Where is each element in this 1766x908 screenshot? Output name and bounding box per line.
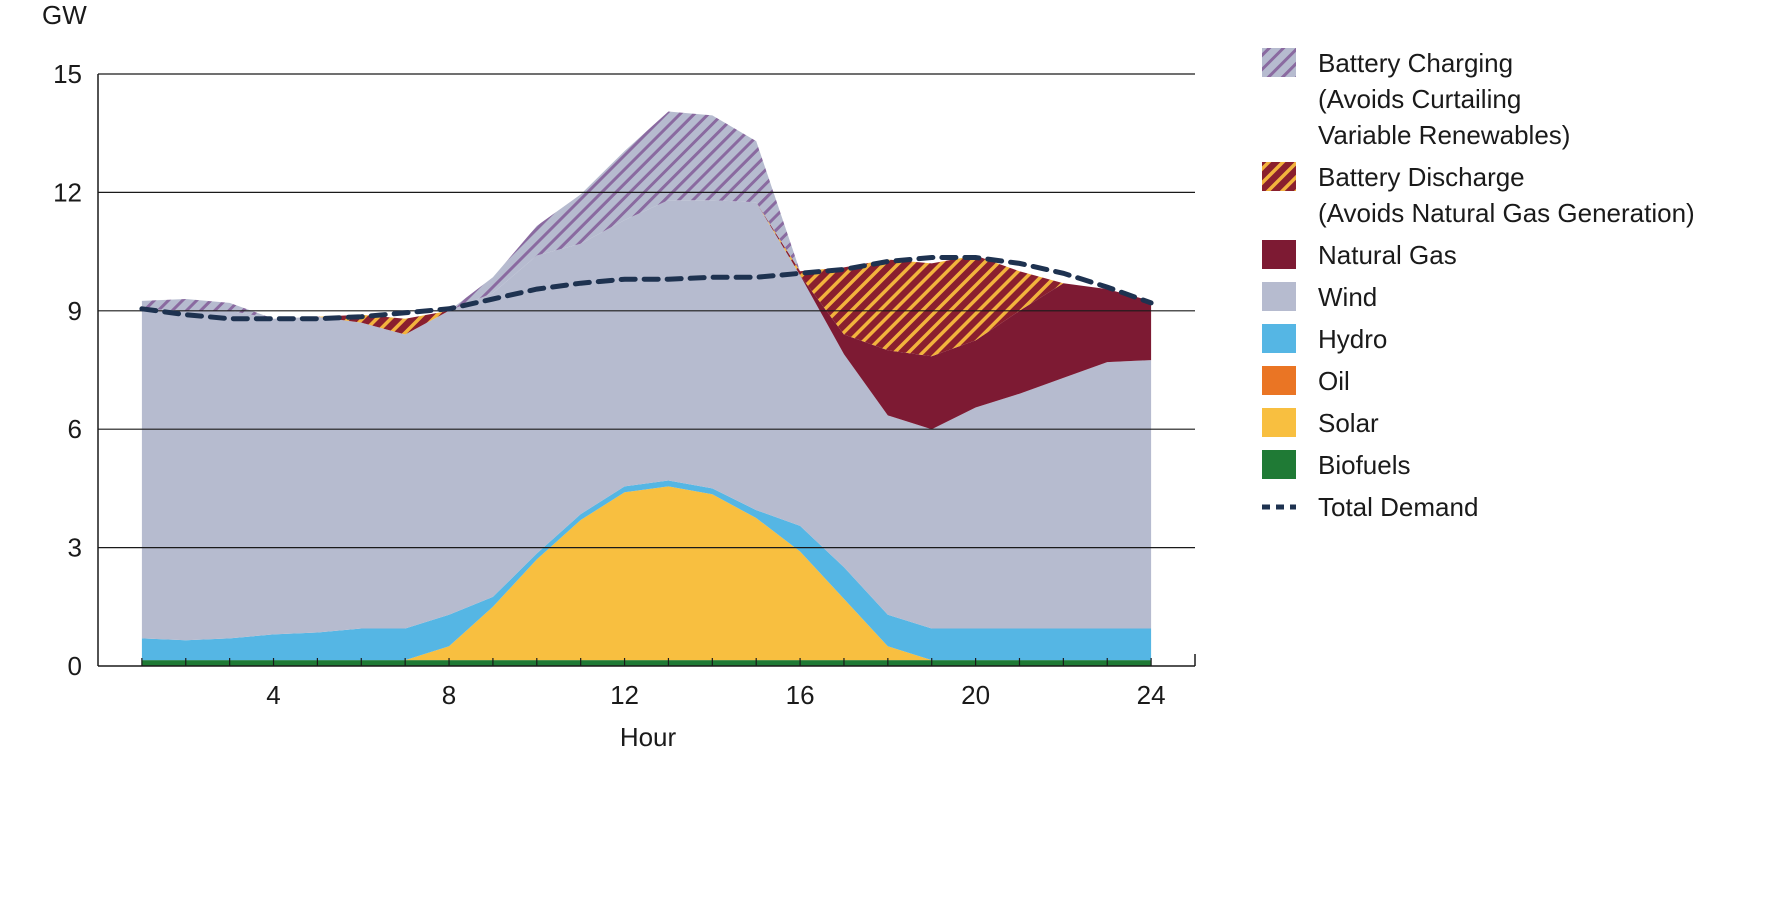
x-tick-label: 12 xyxy=(610,680,639,710)
legend-item-battery-discharge: Battery Discharge (Avoids Natural Gas Gen… xyxy=(1262,162,1695,228)
legend-item-wind: Wind xyxy=(1262,282,1377,312)
stacked-areas xyxy=(141,111,1152,666)
legend: Battery Charging (Avoids Curtailing Variab… xyxy=(1262,48,1695,522)
legend-swatch xyxy=(1262,162,1296,191)
legend-label: Battery Charging xyxy=(1318,48,1513,78)
legend-label: Oil xyxy=(1318,366,1350,396)
legend-label: Battery Discharge xyxy=(1318,162,1525,192)
legend-item-natural-gas: Natural Gas xyxy=(1262,240,1457,270)
area-natural-gas xyxy=(141,200,1152,430)
legend-swatch xyxy=(1262,408,1296,437)
legend-swatch xyxy=(1262,450,1296,479)
gridlines xyxy=(98,73,1195,549)
y-tick-label: 15 xyxy=(53,59,82,89)
area-battery-discharge xyxy=(141,200,1152,357)
legend-item-biofuels: Biofuels xyxy=(1262,450,1411,480)
y-axis-title: GW xyxy=(42,0,87,30)
x-tick-label: 8 xyxy=(442,680,456,710)
legend-label: (Avoids Natural Gas Generation) xyxy=(1318,198,1695,228)
x-tick-label: 20 xyxy=(961,680,990,710)
x-tick-label: 16 xyxy=(786,680,815,710)
y-tick-label: 9 xyxy=(68,296,82,326)
area-biofuels xyxy=(141,660,1152,666)
legend-swatch xyxy=(1262,324,1296,353)
y-tick-label: 6 xyxy=(68,414,82,444)
area-wind xyxy=(141,200,1152,641)
axes: 0 3 6 9 12 15 4 8 12 16 20 24 xyxy=(53,59,1196,710)
x-axis-title: Hour xyxy=(620,722,677,752)
legend-item-battery-charging: Battery Charging (Avoids Curtailing Variab… xyxy=(1262,48,1570,150)
legend-label: Variable Renewables) xyxy=(1318,120,1570,150)
legend-item-solar: Solar xyxy=(1262,408,1379,438)
legend-swatch xyxy=(1262,366,1296,395)
y-tick-label: 12 xyxy=(53,177,82,207)
area-hydro xyxy=(141,480,1152,661)
x-tick-label: 4 xyxy=(266,680,280,710)
y-tick-label: 0 xyxy=(68,651,82,681)
legend-swatch xyxy=(1262,48,1296,77)
legend-label: Natural Gas xyxy=(1318,240,1457,270)
legend-swatch xyxy=(1262,282,1296,311)
legend-label: Biofuels xyxy=(1318,450,1411,480)
x-tick-label: 24 xyxy=(1137,680,1166,710)
legend-item-hydro: Hydro xyxy=(1262,324,1387,354)
area-solar xyxy=(141,486,1152,661)
legend-label: Hydro xyxy=(1318,324,1387,354)
total-demand-line xyxy=(139,255,1154,322)
legend-item-oil: Oil xyxy=(1262,366,1350,396)
legend-label: Solar xyxy=(1318,408,1379,438)
legend-swatch xyxy=(1262,240,1296,269)
axis-labels: GW Hour xyxy=(42,0,677,752)
total-demand-path xyxy=(139,255,1154,322)
legend-label: Wind xyxy=(1318,282,1377,312)
y-tick-label: 3 xyxy=(68,533,82,563)
legend-label: Total Demand xyxy=(1318,492,1478,522)
area-battery-charging xyxy=(141,111,1152,319)
legend-item-total-demand: Total Demand xyxy=(1262,492,1478,522)
legend-label: (Avoids Curtailing xyxy=(1318,84,1521,114)
